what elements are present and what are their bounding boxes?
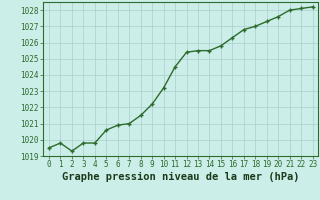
- X-axis label: Graphe pression niveau de la mer (hPa): Graphe pression niveau de la mer (hPa): [62, 172, 300, 182]
